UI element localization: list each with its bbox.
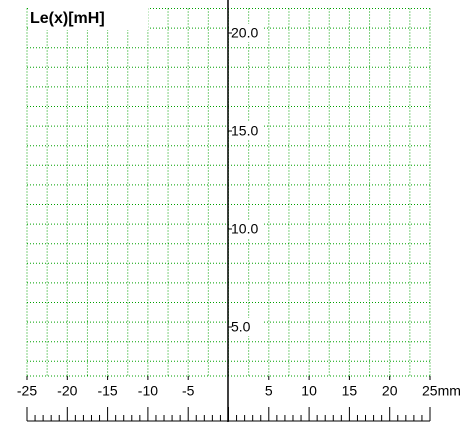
y-tick-label: 15.0: [231, 123, 258, 139]
labels: 5.0 10.0 15.0 20.0 -25 -20 -15 -10 -5 5 10 15 20 25mm: [17, 24, 461, 422]
x-tick-label: 15: [342, 383, 358, 399]
y-tick-label-bg: [230, 318, 262, 336]
x-tick-label: 10: [301, 383, 317, 399]
x-tick-label: -15: [97, 383, 117, 399]
chart-title: Le(x)[mH]: [30, 10, 105, 27]
title-bg: [28, 8, 148, 30]
y-tick-label: 20.0: [231, 25, 258, 41]
y-tick-label-bg: [230, 122, 262, 140]
y-tick-label: 10.0: [231, 221, 258, 237]
x-tick-label: -25: [17, 383, 37, 399]
x-tick-label: -10: [138, 383, 158, 399]
x-tick-label: -20: [57, 383, 77, 399]
y-tick-label: 5.0: [231, 319, 251, 335]
x-tick-label: 25mm: [422, 383, 461, 399]
y-tick-label-bg: [230, 220, 262, 238]
x-tick-label: -5: [182, 383, 195, 399]
x-tick-label: 5: [265, 383, 273, 399]
y-tick-label-bg: [230, 24, 262, 42]
x-tick-label: 20: [382, 383, 398, 399]
